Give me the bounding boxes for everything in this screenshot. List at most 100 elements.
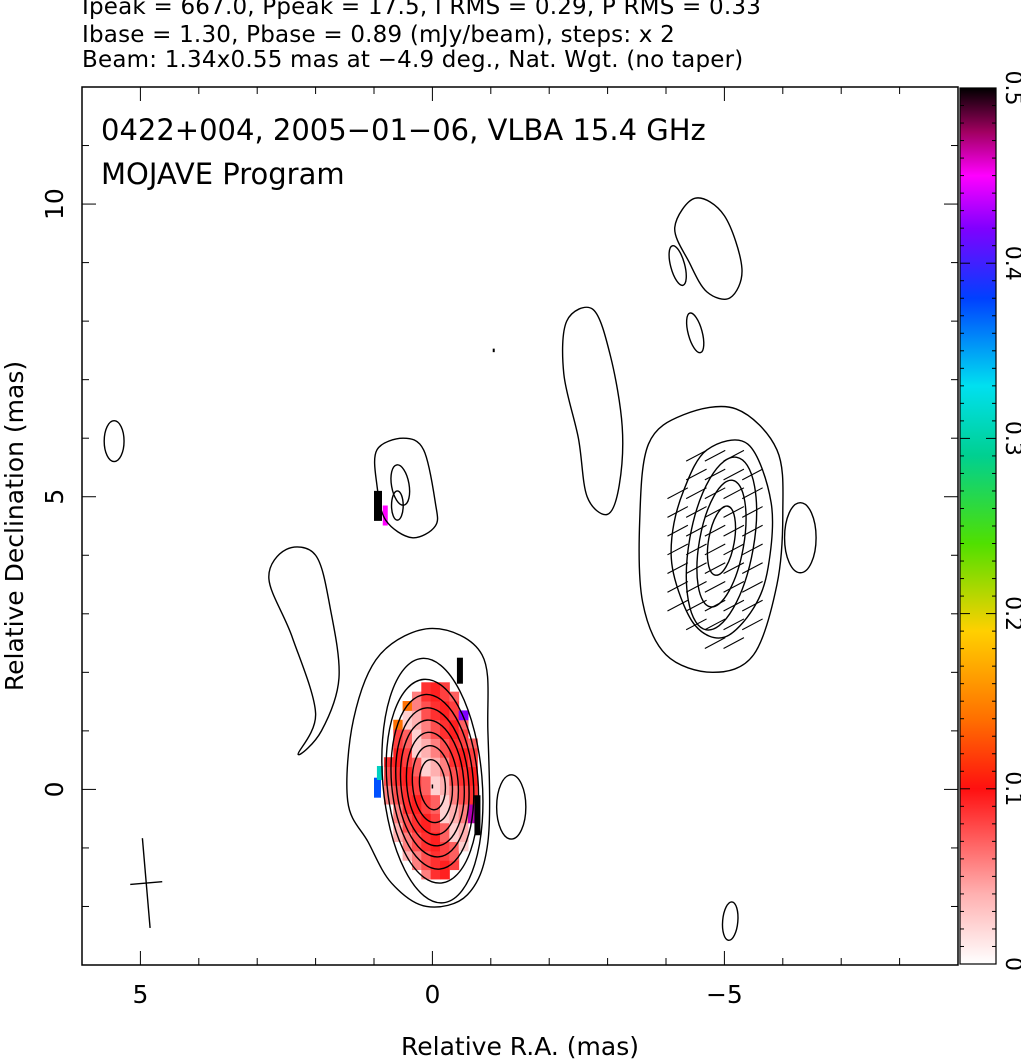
evpa-tick [685, 562, 707, 575]
polarization-pixel [430, 738, 441, 749]
evpa-tick [704, 562, 726, 575]
y-tick-label: 10 [40, 188, 69, 220]
polarization-pixel [456, 657, 463, 684]
polarization-pixel [449, 832, 460, 842]
colorbar-ticks: 0 0.1 0.2 0.3 0.4 0.5 [960, 71, 1021, 971]
polarization-pixel [421, 747, 432, 758]
evpa-tick [685, 487, 707, 500]
polarization-pixel [439, 747, 450, 758]
polarization-pixel [430, 719, 441, 730]
y-tick-label: 5 [40, 489, 69, 505]
polarization-pixel [430, 682, 441, 693]
polarization-pixel [449, 822, 460, 833]
evpa-tick [685, 524, 707, 537]
evpa-tick [723, 543, 745, 556]
evpa-tick [685, 449, 707, 462]
contour [103, 419, 125, 463]
beam-minor-axis [130, 880, 163, 886]
evpa-tick [723, 468, 745, 481]
evpa-tick [704, 637, 726, 649]
evpa-tick [667, 524, 689, 537]
polarization-pixel [439, 757, 450, 768]
polarization-pixel [449, 766, 460, 777]
polarization-pixel [421, 850, 432, 861]
polarization-pixel [402, 822, 413, 833]
polarization-pixel [449, 701, 460, 711]
evpa-tick [741, 580, 763, 593]
contour-layer [103, 197, 817, 942]
polarization-pixel [421, 794, 432, 805]
polarization-pixel [430, 813, 441, 824]
polarization-pixel [449, 794, 460, 805]
polarization-pixel [411, 710, 422, 721]
polarization-pixel [449, 860, 460, 871]
x-tick-label: 0 [424, 980, 440, 1009]
core-contour [395, 707, 470, 858]
evpa-tick [704, 506, 726, 518]
evpa-tick [741, 487, 763, 500]
polarization-pixel [402, 747, 413, 758]
evpa-tick [704, 524, 726, 537]
polarization-pixel [393, 729, 404, 739]
polarization-pixel [430, 785, 441, 796]
core-contour [399, 719, 465, 847]
x-tick-label: −5 [706, 980, 743, 1009]
polarization-pixel [402, 841, 413, 852]
polarization-pixel [458, 738, 469, 749]
polarization-pixel [449, 850, 460, 861]
polarization-pixel [411, 747, 422, 758]
plot-frame [81, 86, 959, 966]
polarization-pixel [383, 785, 394, 796]
polarization-pixel [421, 729, 432, 739]
colorbar-tick-label: 0.4 [1000, 246, 1021, 281]
polarization-pixel [383, 775, 394, 786]
polarization-pixel [411, 766, 422, 777]
polarization-pixel [411, 850, 422, 861]
polarization-pixel [439, 804, 450, 814]
polarization-pixel [421, 719, 432, 730]
evpa-tick [667, 506, 689, 518]
evpa-tick [741, 506, 763, 518]
polarization-pixel [439, 813, 450, 824]
polarization-pixel [393, 775, 404, 786]
header-beam-line: Beam: 1.34x0.55 mas at −4.9 deg., Nat. W… [82, 47, 744, 73]
polarization-pixel [439, 822, 450, 833]
polarization-pixel [411, 860, 422, 871]
polarization-pixel [430, 832, 441, 842]
jet-contour [670, 439, 774, 639]
polarization-pixel [439, 794, 450, 805]
polarization-pixel [439, 691, 450, 702]
polarization-pixel [382, 505, 388, 526]
polarization-pixel [411, 775, 422, 786]
polarization-pixel [411, 804, 422, 814]
polarization-pixel [374, 490, 382, 521]
polarization-pixel [402, 850, 413, 861]
polarization-pixel [449, 747, 460, 758]
jet-contour [696, 479, 747, 608]
polarization-pixel [402, 710, 413, 721]
polarization-pixel [430, 701, 441, 711]
evpa-tick [723, 449, 745, 462]
evpa-tick [723, 506, 745, 518]
polarization-pixel [421, 822, 432, 833]
polarization-pixel [402, 804, 413, 814]
polarization-pixel [458, 813, 469, 824]
polarization-pixel [383, 766, 394, 777]
polarization-pixel [411, 822, 422, 833]
polarization-pixel [449, 719, 460, 730]
evpa-tick [723, 562, 745, 575]
polarization-pixel [439, 701, 450, 711]
evpa-tick [685, 580, 707, 593]
polarization-pixel [421, 710, 432, 721]
polarization-pixel [421, 832, 432, 842]
polarization-pixel [449, 775, 460, 786]
y-axis-label: Relative Declination (mas) [0, 361, 29, 691]
polarization-pixel [439, 832, 450, 842]
colorbar-tick-label: 0.3 [1000, 421, 1021, 456]
polarization-pixel [402, 813, 413, 824]
polarization-pixel [376, 765, 383, 780]
evpa-tick [704, 487, 726, 500]
polarization-pixel [439, 869, 450, 880]
polarization-pixel [393, 757, 404, 768]
polarization-pixel [449, 785, 460, 796]
